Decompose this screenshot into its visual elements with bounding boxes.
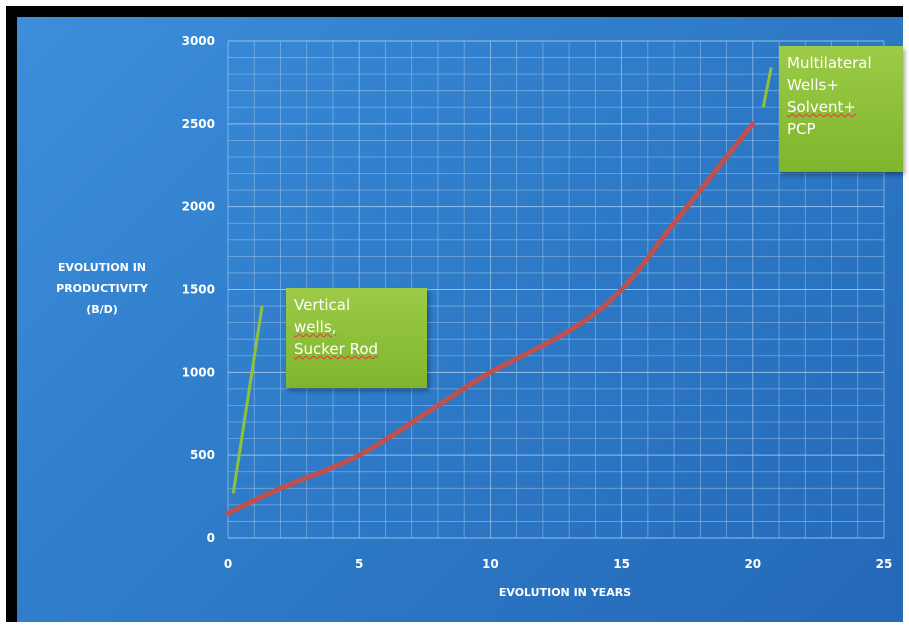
annotation-leader-line [761,67,773,108]
annotation-line: Wells+ [787,76,839,94]
annotation-line: Sucker Rod [294,340,379,358]
y-tick-labels: 0 500 1000 1500 2000 2500 3000 [182,34,215,545]
annotation-leaders [231,67,773,494]
y-tick-label: 2500 [182,117,215,131]
x-tick-label: 15 [613,557,630,571]
chart-frame: 0 500 1000 1500 2000 2500 3000 0 5 10 15 20 25 EVOL… [6,6,903,622]
chart-panel: 0 500 1000 1500 2000 2500 3000 0 5 10 15 20 25 EVOL… [17,17,903,622]
x-tick-label: 5 [355,557,363,571]
y-tick-label: 1500 [182,283,215,297]
line-chart: 0 500 1000 1500 2000 2500 3000 0 5 10 15 20 25 EVOL… [56,34,893,599]
x-tick-label: 10 [482,557,499,571]
x-tick-label: 20 [744,557,761,571]
x-tick-label: 25 [876,557,893,571]
y-tick-label: 3000 [182,34,215,48]
y-axis-title-line-1: EVOLUTION IN [58,261,146,274]
annotation-line: wells, [294,318,337,336]
annotation-leader-line [231,305,264,494]
y-axis-title-line-3: (B/D) [86,303,118,316]
annotation-multilateral-wells: Multilateral Wells+ Solvent+ PCP [779,46,903,172]
series-group [225,121,756,516]
y-tick-label: 1000 [182,365,215,379]
x-tick-label: 0 [224,557,232,571]
y-tick-label: 500 [190,448,215,462]
annotation-line: Solvent+ [787,98,856,116]
y-tick-label: 0 [207,531,215,545]
x-axis-title: EVOLUTION IN YEARS [499,586,631,599]
series-line [225,121,756,516]
y-tick-label: 2000 [182,200,215,214]
annotation-line: Vertical [294,296,351,314]
x-tick-labels: 0 5 10 15 20 25 [224,557,893,571]
annotation-vertical-wells: Vertical wells, Sucker Rod [286,288,427,388]
y-axis-title-line-2: PRODUCTIVITY [56,282,149,295]
annotation-line: Multilateral [787,54,872,72]
annotation-line: PCP [787,120,816,138]
